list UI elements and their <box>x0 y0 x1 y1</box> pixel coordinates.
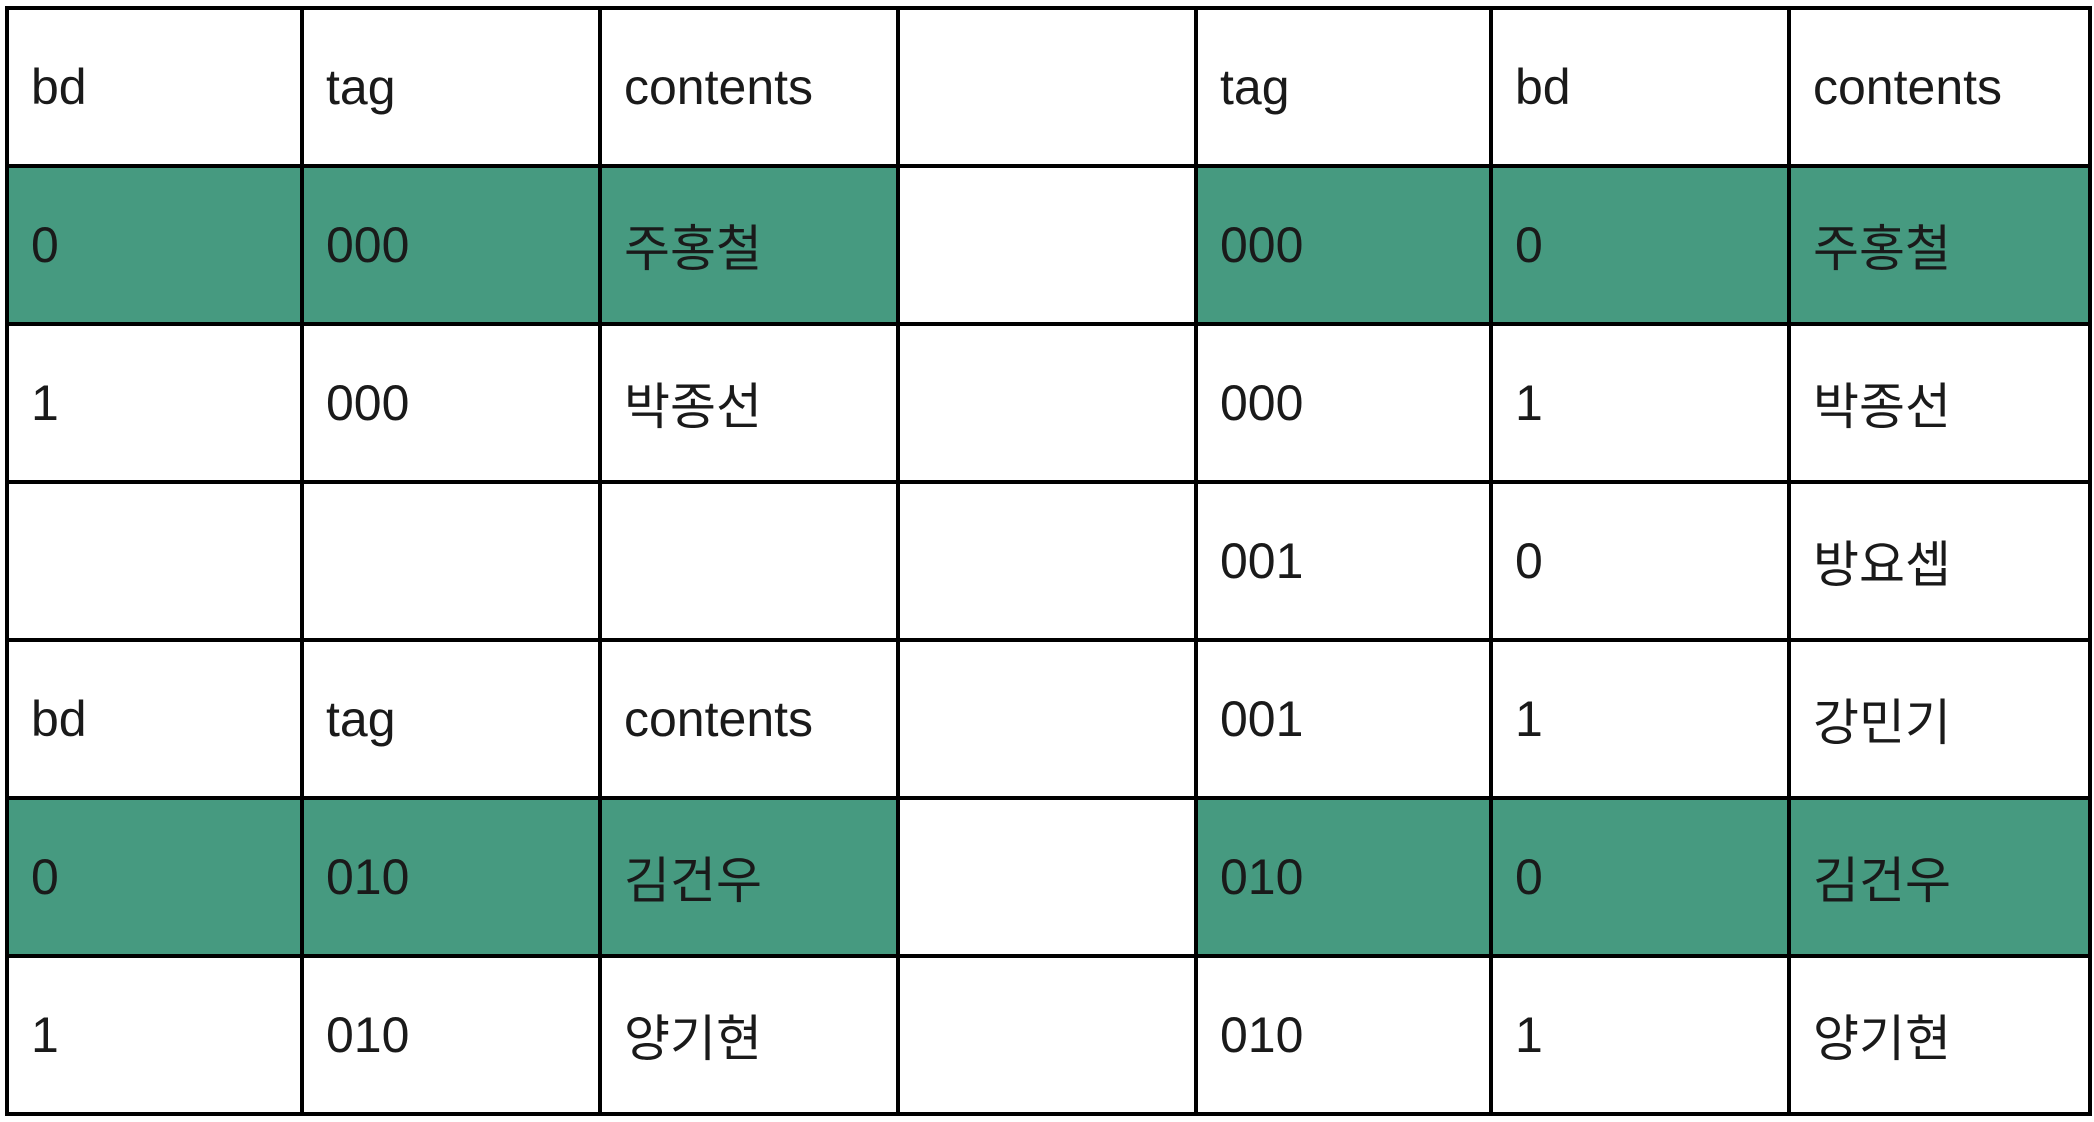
right-cell-contents: 김건우 <box>1787 796 2092 958</box>
right-cell-contents: 박종선 <box>1787 322 2092 484</box>
left-cell-contents: 김건우 <box>598 796 900 958</box>
left-cell-contents: contents <box>598 638 900 800</box>
right-cell-bd: 0 <box>1489 480 1791 642</box>
left-cell-contents: 양기현 <box>598 954 900 1116</box>
right-cell-bd: 1 <box>1489 954 1791 1116</box>
right-cell-contents: 강민기 <box>1787 638 2092 800</box>
left-cell-bd <box>5 480 304 642</box>
left-cell-contents <box>598 480 900 642</box>
right-cell-contents: 양기현 <box>1787 954 2092 1116</box>
left-cell-contents: 박종선 <box>598 322 900 484</box>
right-cell-bd: 1 <box>1489 322 1791 484</box>
right-cell-tag: 010 <box>1194 796 1493 958</box>
left-cell-bd: 0 <box>5 164 304 326</box>
left-cell-bd: bd <box>5 638 304 800</box>
right-cell-tag: 010 <box>1194 954 1493 1116</box>
left-cell-tag: tag <box>300 6 602 168</box>
right-cell-bd: bd <box>1489 6 1791 168</box>
left-cell-tag: 000 <box>300 322 602 484</box>
left-cell-bd: 0 <box>5 796 304 958</box>
table-row: 001 0 방요셉 <box>5 480 2092 642</box>
table-row-highlighted: 0 000 주홍철 000 0 주홍철 <box>5 164 2092 326</box>
left-cell-tag: 000 <box>300 164 602 326</box>
left-cell-bd: 1 <box>5 322 304 484</box>
right-cell-tag: tag <box>1194 6 1493 168</box>
table-row: 1 010 양기현 010 1 양기현 <box>5 954 2092 1116</box>
right-cell-tag: 000 <box>1194 322 1493 484</box>
spacer-cell <box>896 6 1198 168</box>
spacer-cell <box>896 480 1198 642</box>
left-cell-bd: bd <box>5 6 304 168</box>
table-row: bd tag contents 001 1 강민기 <box>5 638 2092 800</box>
spacer-cell <box>896 638 1198 800</box>
left-cell-tag <box>300 480 602 642</box>
table-row-highlighted: 0 010 김건우 010 0 김건우 <box>5 796 2092 958</box>
right-cell-tag: 001 <box>1194 480 1493 642</box>
right-cell-contents: 주홍철 <box>1787 164 2092 326</box>
left-cell-contents: 주홍철 <box>598 164 900 326</box>
spacer-cell <box>896 164 1198 326</box>
right-cell-bd: 1 <box>1489 638 1791 800</box>
spacer-cell <box>896 796 1198 958</box>
right-cell-tag: 001 <box>1194 638 1493 800</box>
left-cell-tag: 010 <box>300 954 602 1116</box>
left-cell-bd: 1 <box>5 954 304 1116</box>
spacer-cell <box>896 954 1198 1116</box>
right-cell-bd: 0 <box>1489 164 1791 326</box>
table-row: 1 000 박종선 000 1 박종선 <box>5 322 2092 484</box>
bd-tag-comparison-table: bd tag contents tag bd contents 0 000 주홍… <box>5 6 2092 1116</box>
left-cell-contents: contents <box>598 6 900 168</box>
table-row: bd tag contents tag bd contents <box>5 6 2092 168</box>
left-cell-tag: 010 <box>300 796 602 958</box>
right-cell-contents: 방요셉 <box>1787 480 2092 642</box>
right-cell-bd: 0 <box>1489 796 1791 958</box>
left-cell-tag: tag <box>300 638 602 800</box>
right-cell-contents: contents <box>1787 6 2092 168</box>
right-cell-tag: 000 <box>1194 164 1493 326</box>
spacer-cell <box>896 322 1198 484</box>
